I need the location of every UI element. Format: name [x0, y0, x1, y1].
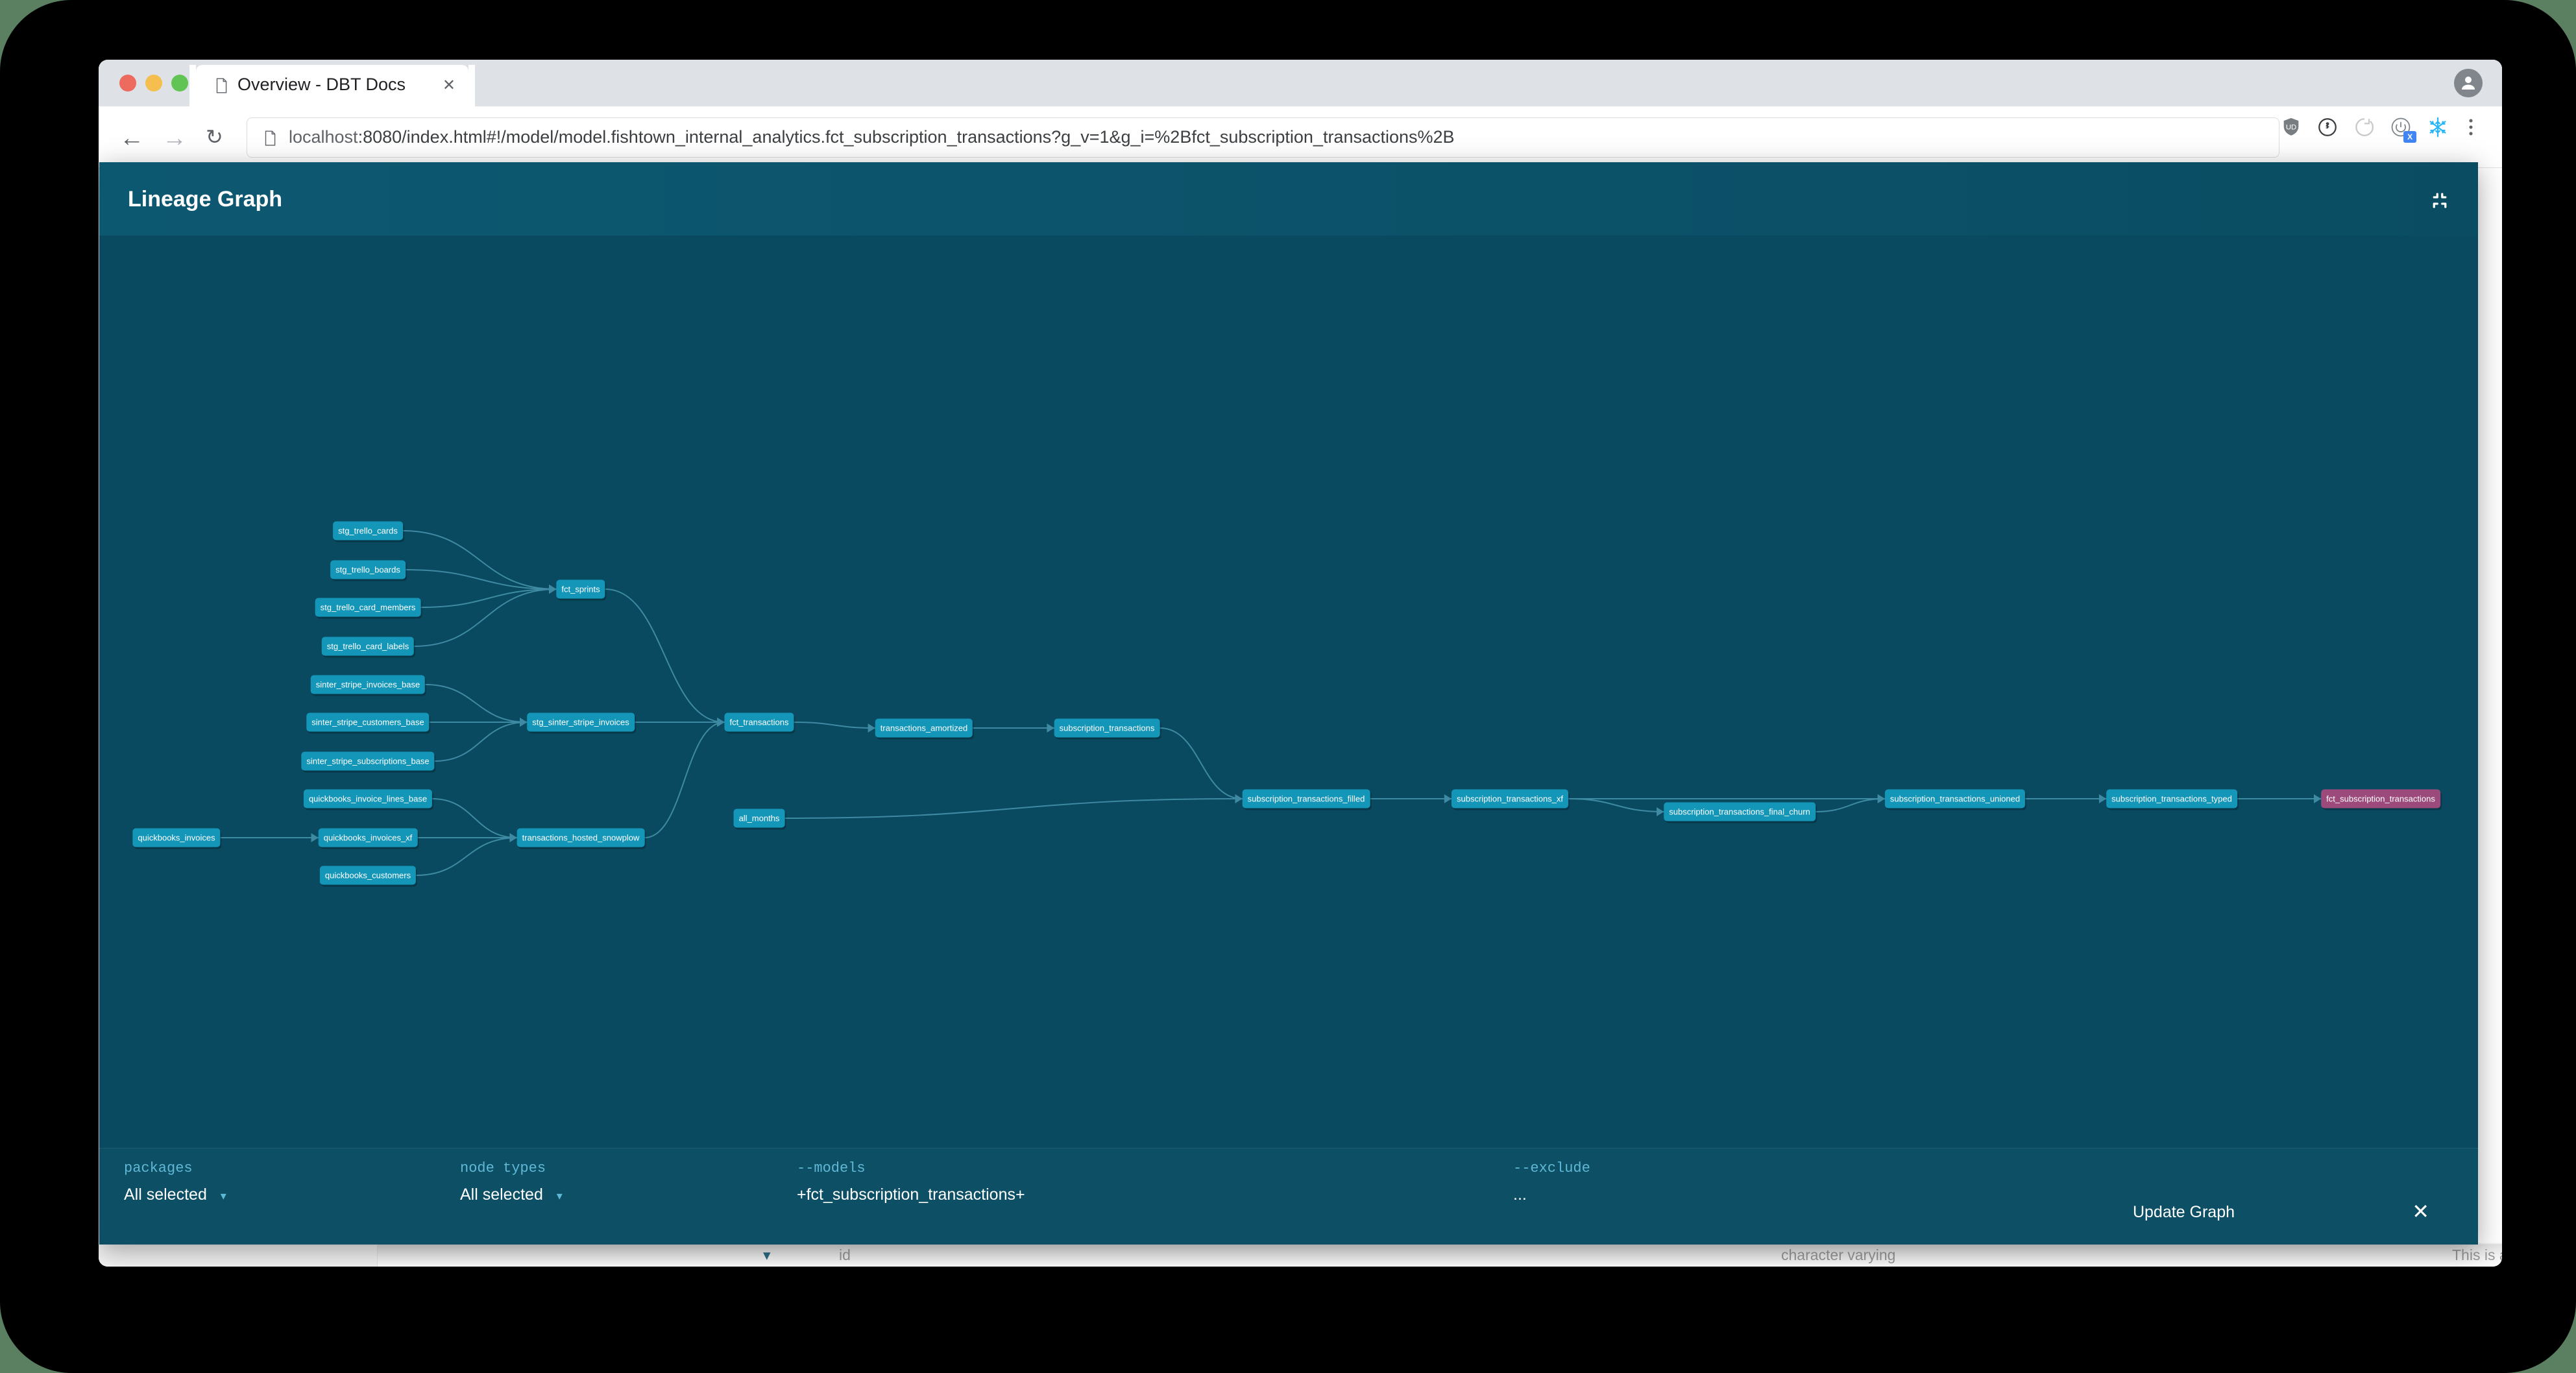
svg-text:UD: UD	[2286, 124, 2296, 132]
